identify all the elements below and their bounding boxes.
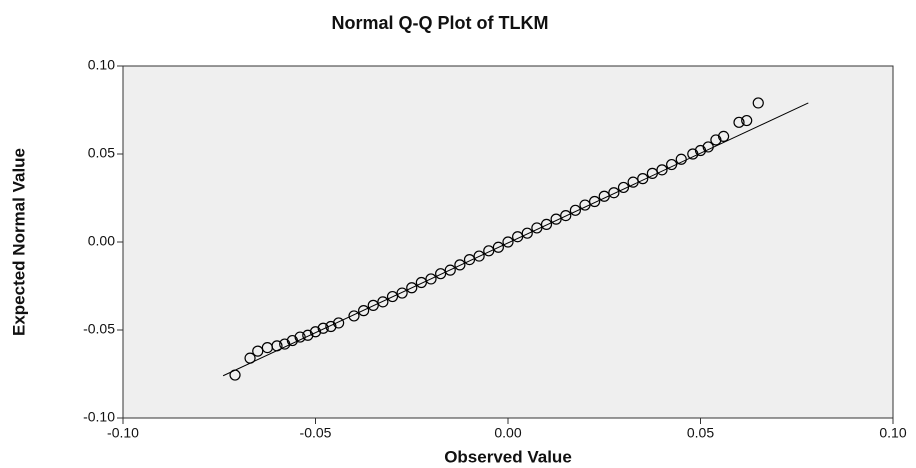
point (675, 153, 687, 165)
point (252, 345, 264, 357)
point (425, 273, 437, 285)
point (463, 254, 476, 266)
x-tick-label: 0.10 (879, 425, 906, 441)
point (637, 173, 649, 185)
point (560, 210, 572, 222)
point (550, 213, 562, 225)
plot-area (122, 65, 894, 419)
point (317, 322, 329, 334)
point (702, 141, 714, 153)
point (271, 340, 283, 352)
y-tick-label: 0.10 (88, 57, 115, 73)
y-tick-label: -0.10 (83, 409, 115, 425)
chart-title: Normal Q-Q Plot of TLKM (332, 13, 549, 33)
point (608, 187, 620, 199)
point (333, 317, 345, 329)
point (617, 181, 630, 194)
point (512, 231, 524, 243)
point (244, 352, 256, 364)
point (483, 245, 495, 257)
x-tick-label: 0.00 (494, 425, 521, 441)
x-tick-label: 0.05 (687, 425, 714, 441)
point (473, 250, 485, 262)
point (454, 259, 466, 271)
point (229, 369, 241, 381)
point (589, 195, 601, 208)
x-tick-label: -0.10 (107, 425, 139, 441)
point (396, 287, 408, 299)
point (733, 116, 745, 128)
point (415, 276, 427, 289)
y-axis-label: Expected Normal Value (9, 148, 28, 336)
point (294, 331, 306, 343)
point (435, 268, 447, 280)
point (358, 305, 370, 317)
x-tick-label: -0.05 (300, 425, 332, 441)
point (386, 290, 399, 303)
point (569, 204, 581, 216)
point (627, 176, 639, 188)
y-tick-label: -0.05 (83, 321, 115, 337)
point (367, 299, 379, 311)
point (406, 282, 418, 294)
point (752, 97, 764, 109)
point (444, 264, 456, 276)
point (656, 164, 668, 176)
point (348, 310, 360, 322)
point (492, 241, 504, 253)
point (741, 114, 753, 127)
y-tick-label: 0.05 (88, 145, 115, 161)
point (598, 190, 610, 202)
point (377, 296, 389, 308)
point (579, 199, 591, 211)
point (521, 227, 533, 239)
point (502, 236, 514, 248)
x-axis-label: Observed Value (444, 447, 572, 466)
point (531, 222, 543, 234)
y-tick-label: 0.00 (88, 233, 115, 249)
point (666, 158, 678, 171)
point (646, 167, 658, 179)
point (540, 218, 553, 230)
point (717, 130, 730, 142)
